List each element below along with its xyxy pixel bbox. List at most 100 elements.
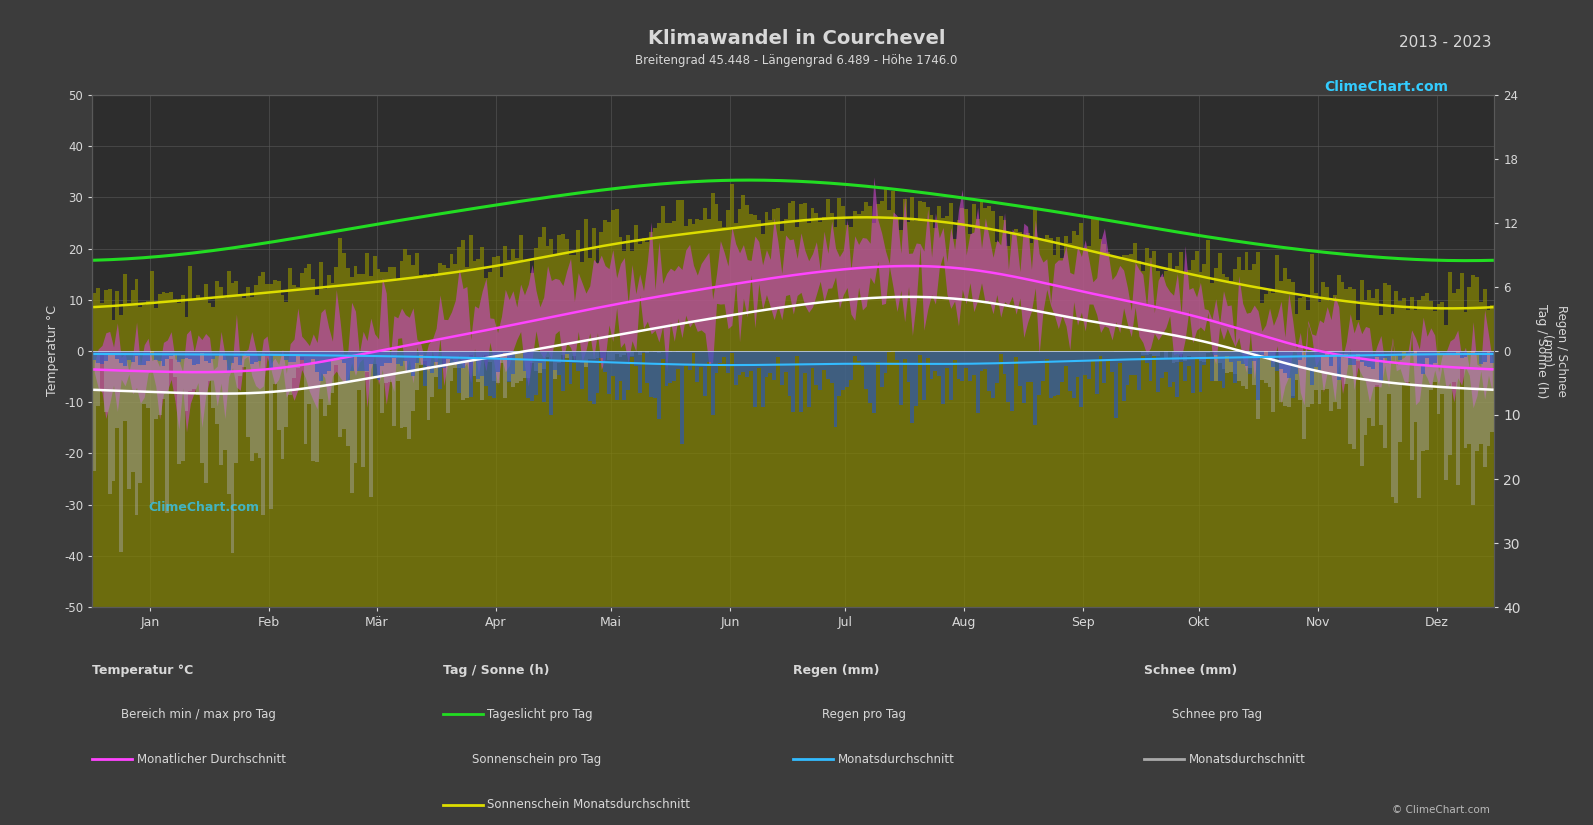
Bar — [761, 351, 765, 407]
Text: Monatlicher Durchschnitt: Monatlicher Durchschnitt — [137, 753, 287, 766]
Bar — [104, 351, 108, 361]
Bar — [884, 351, 887, 373]
Bar — [441, 351, 446, 359]
Bar — [1241, 270, 1244, 607]
Bar — [454, 264, 457, 607]
Bar — [215, 281, 220, 607]
Bar — [566, 239, 569, 607]
Bar — [1225, 276, 1230, 607]
Bar — [911, 197, 914, 607]
Bar — [765, 351, 768, 377]
Bar — [838, 351, 841, 396]
Bar — [215, 351, 220, 356]
Bar — [887, 210, 890, 607]
Bar — [269, 284, 272, 607]
Bar — [953, 351, 956, 360]
Bar — [1271, 351, 1276, 367]
Bar — [100, 304, 104, 607]
Bar — [1437, 351, 1440, 414]
Bar — [988, 206, 991, 607]
Bar — [781, 231, 784, 607]
Bar — [1179, 252, 1184, 607]
Bar — [1472, 351, 1475, 505]
Bar — [1421, 296, 1426, 607]
Bar — [1391, 351, 1394, 356]
Bar — [803, 351, 806, 373]
Bar — [408, 351, 411, 439]
Bar — [811, 351, 814, 368]
Bar — [653, 228, 656, 607]
Bar — [656, 223, 661, 607]
Bar — [806, 224, 811, 607]
Bar — [906, 223, 911, 607]
Bar — [465, 351, 468, 362]
Bar — [585, 219, 588, 607]
Bar — [1106, 252, 1110, 607]
Bar — [193, 351, 196, 389]
Bar — [996, 243, 999, 607]
Bar — [607, 222, 610, 607]
Bar — [1214, 351, 1217, 380]
Bar — [362, 351, 365, 370]
Bar — [1317, 302, 1322, 607]
Bar — [1429, 351, 1432, 366]
Bar — [327, 275, 330, 607]
Bar — [139, 351, 142, 483]
Bar — [1257, 252, 1260, 607]
Bar — [1418, 351, 1421, 497]
Bar — [180, 351, 185, 460]
Bar — [819, 222, 822, 607]
Bar — [538, 238, 542, 607]
Bar — [1061, 351, 1064, 382]
Text: Breitengrad 45.448 - Längengrad 6.489 - Höhe 1746.0: Breitengrad 45.448 - Längengrad 6.489 - … — [636, 54, 957, 68]
Bar — [895, 217, 898, 607]
Bar — [476, 351, 481, 380]
Bar — [1211, 351, 1214, 380]
Bar — [131, 351, 135, 472]
Bar — [365, 351, 370, 372]
Bar — [123, 275, 127, 607]
Bar — [626, 351, 631, 390]
Bar — [1206, 351, 1211, 353]
Bar — [1287, 351, 1290, 407]
Bar — [119, 351, 123, 552]
Bar — [1402, 298, 1407, 607]
Bar — [558, 351, 561, 363]
Bar — [569, 351, 572, 384]
Bar — [373, 256, 376, 607]
Bar — [1413, 310, 1418, 607]
Text: Tageslicht pro Tag: Tageslicht pro Tag — [487, 708, 593, 720]
Bar — [722, 351, 726, 357]
Bar — [261, 351, 264, 356]
Bar — [166, 351, 169, 359]
Bar — [961, 208, 964, 607]
Bar — [1364, 300, 1367, 607]
Bar — [123, 351, 127, 421]
Bar — [158, 351, 161, 361]
Bar — [376, 268, 381, 607]
Bar — [392, 351, 395, 358]
Bar — [1252, 263, 1257, 607]
Bar — [787, 351, 792, 396]
Bar — [1164, 351, 1168, 372]
Bar — [1360, 280, 1364, 607]
Bar — [147, 301, 150, 607]
Bar — [330, 351, 335, 361]
Bar — [949, 351, 953, 400]
Bar — [1137, 351, 1141, 390]
Bar — [1160, 351, 1164, 378]
Bar — [1364, 351, 1367, 435]
Bar — [1064, 351, 1067, 365]
Bar — [1386, 285, 1391, 607]
Bar — [365, 253, 370, 607]
Bar — [264, 284, 269, 607]
Bar — [112, 351, 115, 355]
Bar — [1236, 257, 1241, 607]
Bar — [1306, 310, 1309, 607]
Bar — [242, 298, 245, 607]
Bar — [1176, 266, 1179, 607]
Bar — [115, 291, 119, 607]
Bar — [964, 351, 969, 369]
Bar — [370, 351, 373, 364]
Bar — [1053, 256, 1056, 607]
